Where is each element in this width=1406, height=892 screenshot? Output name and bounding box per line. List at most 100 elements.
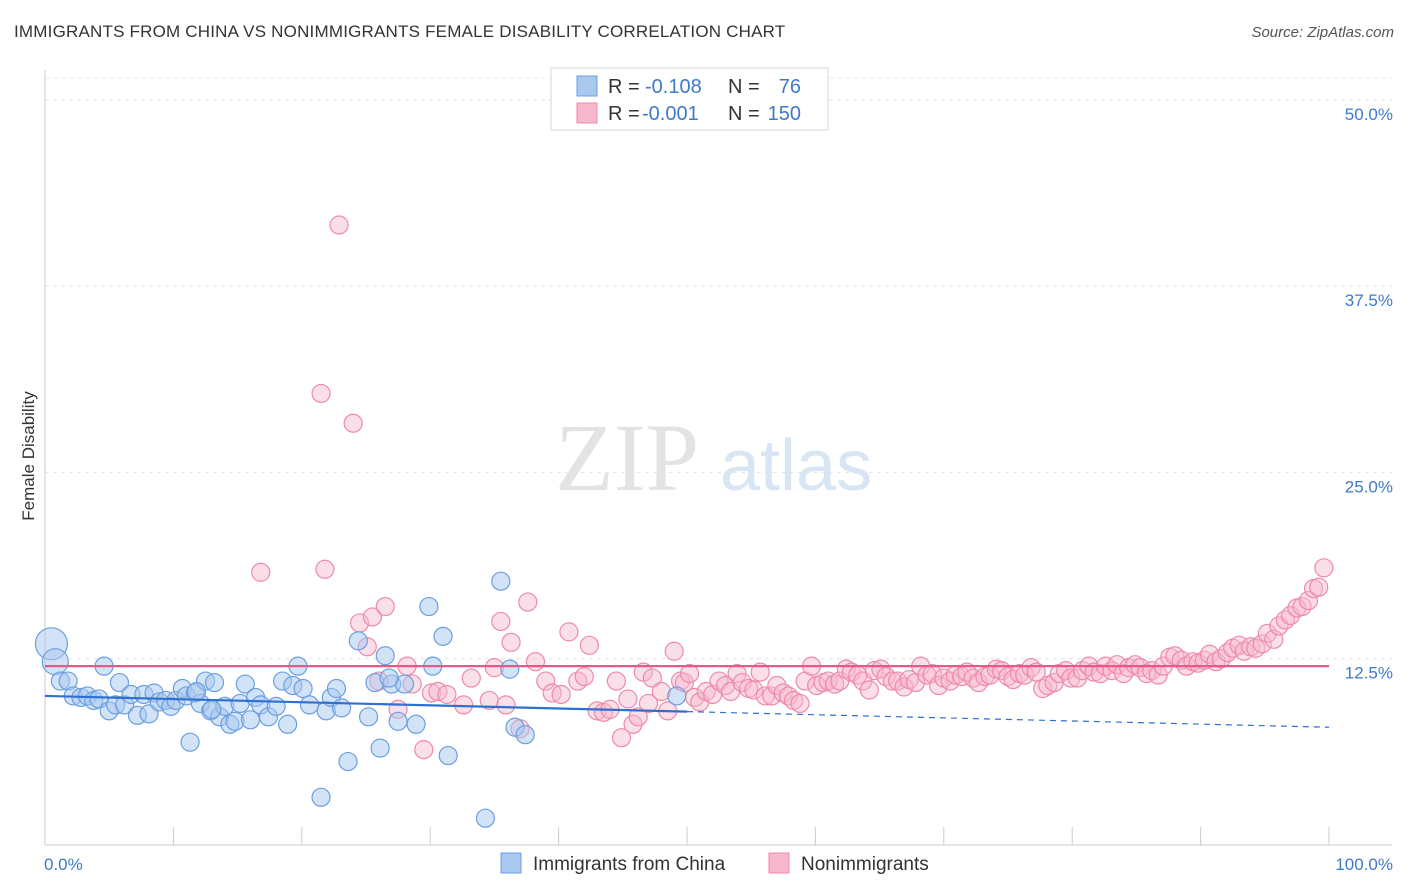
immigrants-trend-line: [44, 694, 688, 713]
nonimmigrant-point: [825, 674, 845, 694]
immigrants-points: [34, 571, 687, 828]
immigrant-point: [299, 695, 320, 715]
y-tick-label: 50.0%: [1345, 105, 1393, 124]
legend-n-value: 76: [779, 76, 801, 98]
immigrant-point: [326, 678, 347, 699]
series-legend: Immigrants from China Nonimmigrants: [500, 852, 929, 875]
immigrant-point: [375, 646, 395, 666]
nonimmigrant-point: [496, 695, 516, 715]
legend-label-immigrants: Immigrants from China: [533, 854, 726, 875]
nonimmigrant-point: [501, 632, 521, 652]
nonimmigrant-point: [525, 652, 546, 672]
immigrant-point: [491, 571, 511, 591]
legend-label-nonimmigrants: Nonimmigrants: [801, 854, 929, 875]
legend-n-label: N =: [728, 76, 760, 98]
y-tick-label: 37.5%: [1345, 291, 1393, 310]
nonimmigrant-point: [1309, 577, 1329, 597]
nonimmigrant-point: [1061, 668, 1081, 688]
nonimmigrant-point: [518, 592, 538, 612]
correlation-legend: R = -0.108 N = 76 R = -0.001 N = 150: [550, 67, 829, 131]
watermark-logo: ZIP atlas: [555, 404, 872, 511]
nonimmigrant-point: [414, 740, 434, 760]
nonimmigrant-point: [375, 596, 395, 617]
nonimmigrant-point: [618, 689, 638, 709]
svg-text:atlas: atlas: [720, 426, 872, 506]
nonimmigrant-point: [998, 666, 1018, 687]
nonimmigrant-point: [638, 693, 659, 714]
nonimmigrant-point: [559, 622, 579, 642]
nonimmigrant-point: [773, 683, 793, 703]
legend-swatch-immigrants: [500, 852, 522, 874]
immigrant-point: [370, 738, 390, 758]
immigrant-point: [202, 699, 222, 719]
nonimmigrant-point: [491, 611, 511, 632]
legend-r-value: -0.108: [645, 76, 702, 98]
nonimmigrant-point: [762, 686, 782, 706]
nonimmigrant-point: [453, 695, 474, 715]
axes: [44, 70, 1392, 846]
legend-n-label: N =: [728, 103, 760, 125]
trend-lines: [44, 665, 1330, 728]
nonimmigrant-point: [343, 413, 363, 433]
nonimmigrant-point: [611, 728, 632, 748]
nonimmigrant-point: [1314, 558, 1334, 578]
immigrant-point: [204, 672, 225, 693]
immigrant-point: [358, 707, 379, 727]
immigrant-point: [338, 751, 358, 772]
y-axis-title: Female Disability: [19, 391, 38, 521]
immigrant-point: [667, 686, 687, 706]
legend-swatch-blue: [576, 75, 598, 97]
immigrant-point: [41, 648, 69, 676]
immigrants-trend-extension: [686, 711, 1330, 728]
nonimmigrant-point: [750, 662, 770, 682]
immigrant-point: [311, 787, 331, 807]
nonimmigrant-point: [329, 215, 349, 235]
nonimmigrant-point: [922, 664, 942, 684]
nonimmigrant-point: [311, 383, 331, 404]
y-tick-labels: 12.5% 25.0% 37.5% 50.0%: [1345, 105, 1393, 683]
nonimmigrant-point: [1033, 678, 1053, 699]
immigrant-point: [348, 631, 368, 651]
nonimmigrant-point: [536, 671, 556, 691]
immigrant-point: [278, 714, 298, 734]
immigrant-point: [186, 681, 207, 702]
chart-title: IMMIGRANTS FROM CHINA VS NONIMMIGRANTS F…: [14, 22, 786, 41]
nonimmigrant-point: [1026, 662, 1046, 682]
nonimmigrant-point: [1298, 590, 1319, 611]
nonimmigrant-point: [1252, 634, 1272, 654]
nonimmigrant-point: [664, 641, 684, 661]
x-tick-label-min: 0.0%: [44, 855, 83, 874]
legend-swatch-nonimmigrants: [768, 852, 790, 874]
nonimmigrant-point: [642, 668, 662, 688]
nonimmigrant-point: [628, 707, 648, 727]
immigrant-point: [515, 725, 535, 745]
immigrant-point: [419, 596, 439, 617]
immigrant-point: [332, 698, 352, 718]
nonimmigrant-point: [836, 659, 856, 679]
nonimmigrant-point: [679, 664, 700, 684]
immigrant-point: [235, 674, 255, 694]
nonimmigrant-point: [251, 562, 271, 582]
immigrant-point: [500, 659, 520, 679]
nonimmigrant-point: [362, 607, 383, 627]
nonimmigrant-point: [606, 671, 626, 691]
legend-n-value: 150: [768, 103, 801, 125]
immigrant-point: [433, 626, 453, 646]
legend-r-label: R =: [608, 103, 640, 125]
nonimmigrant-point: [461, 668, 481, 688]
nonimmigrant-point: [790, 693, 810, 714]
nonimmigrant-point: [940, 671, 960, 691]
nonimmigrant-point: [859, 680, 879, 700]
nonimmigrant-point: [579, 635, 600, 655]
y-tick-label: 12.5%: [1345, 664, 1393, 683]
x-tick-label-max: 100.0%: [1335, 855, 1393, 874]
nonimmigrant-point: [437, 684, 457, 705]
legend-r-value: -0.001: [642, 103, 699, 125]
y-tick-label: 25.0%: [1345, 477, 1393, 496]
immigrant-point: [438, 745, 458, 766]
immigrant-point: [406, 714, 426, 734]
immigrant-point: [293, 678, 313, 699]
immigrant-point: [266, 696, 286, 716]
legend-swatch-pink: [576, 102, 598, 124]
